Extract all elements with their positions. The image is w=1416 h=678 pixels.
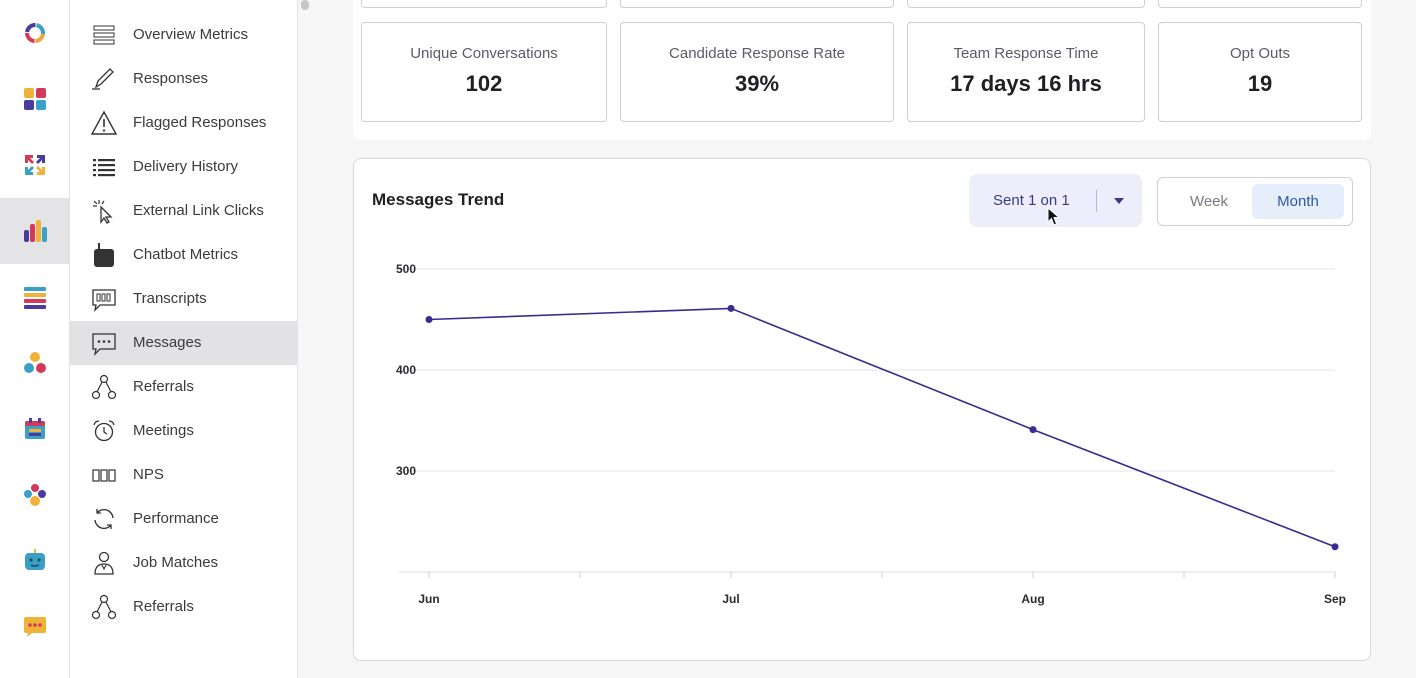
period-toggle: Week Month <box>1157 177 1353 226</box>
sidebar-item-transcripts[interactable]: Transcripts <box>70 277 297 321</box>
pencil-icon <box>90 66 118 92</box>
sidebar-item-meetings[interactable]: Meetings <box>70 409 297 453</box>
alarm-clock-icon <box>90 418 118 444</box>
stat-card-top-1 <box>361 0 607 8</box>
x-tick-label: Aug <box>1021 592 1044 606</box>
message-type-dropdown[interactable]: Sent 1 on 1 <box>969 174 1142 227</box>
y-tick-label: 300 <box>396 464 416 478</box>
arrows-shuffle-icon[interactable] <box>0 132 69 198</box>
stat-card-opt-outs: Opt Outs 19 <box>1158 22 1362 122</box>
analytics-sidebar: Overview Metrics Responses Flagged Respo… <box>70 0 298 678</box>
sidebar-item-delivery-history[interactable]: Delivery History <box>70 145 297 189</box>
stat-value: 19 <box>1247 71 1273 96</box>
x-tick-label: Jul <box>722 592 739 606</box>
person-icon <box>90 550 118 576</box>
sidebar-item-label: Performance <box>133 510 219 527</box>
stat-label: Team Response Time <box>953 45 1099 62</box>
referral-network-icon <box>90 374 118 400</box>
chevron-down-icon[interactable] <box>1112 196 1126 206</box>
dashboard-tiles-icon[interactable] <box>0 66 69 132</box>
stat-card-top-3 <box>907 0 1145 8</box>
dropdown-value: Sent 1 on 1 <box>993 192 1070 209</box>
y-tick-label: 500 <box>396 262 416 276</box>
list-stack-icon[interactable] <box>0 264 69 330</box>
sidebar-item-referrals-2[interactable]: Referrals <box>70 585 297 629</box>
sidebar-item-label: Job Matches <box>133 554 219 571</box>
team-people-icon[interactable] <box>0 462 69 528</box>
data-point <box>1331 543 1339 551</box>
sidebar-item-label: Messages <box>133 334 202 351</box>
sidebar-item-label: Referrals <box>133 598 194 615</box>
y-tick-label: 400 <box>396 363 416 377</box>
sidebar-item-label: Overview Metrics <box>133 26 249 43</box>
sidebar-item-label: Transcripts <box>133 290 207 307</box>
pointer-click-icon <box>90 198 118 224</box>
toggle-month-button[interactable]: Month <box>1252 184 1344 219</box>
sidebar-item-nps[interactable]: NPS <box>70 453 297 497</box>
stat-value: 102 <box>465 71 503 96</box>
data-point <box>425 316 433 323</box>
sidebar-item-label: Delivery History <box>133 158 239 175</box>
messages-trend-chart: 500 400 300 Jun Jul Aug Sep <box>396 262 1346 606</box>
sidebar-item-external-link-clicks[interactable]: External Link Clicks <box>70 189 297 233</box>
transcript-icon <box>90 286 118 312</box>
sidebar-item-messages[interactable]: Messages <box>70 321 297 365</box>
sidebar-item-label: External Link Clicks <box>133 202 264 219</box>
stat-value: 17 days 16 hrs <box>950 71 1102 96</box>
sidebar-item-chatbot-metrics[interactable]: Chatbot Metrics <box>70 233 297 277</box>
sidebar-item-label: Referrals <box>133 378 194 395</box>
referral-network-icon <box>90 594 118 620</box>
sidebar-item-flagged-responses[interactable]: Flagged Responses <box>70 101 297 145</box>
nps-boxes-icon <box>90 462 118 488</box>
chatbot-face-icon[interactable] <box>0 528 69 594</box>
stat-label: Opt Outs <box>1229 45 1291 62</box>
sidebar-item-label: Responses <box>133 70 209 87</box>
sidebar-item-job-matches[interactable]: Job Matches <box>70 541 297 585</box>
sidebar-item-referrals[interactable]: Referrals <box>70 365 297 409</box>
series-line <box>428 307 1336 548</box>
home-logo-icon[interactable] <box>0 0 69 66</box>
calendar-icon[interactable] <box>0 396 69 462</box>
sidebar-item-responses[interactable]: Responses <box>70 57 297 101</box>
stat-value: 39% <box>734 71 780 96</box>
sidebar-scrollbar[interactable] <box>301 0 309 10</box>
stat-label: Unique Conversations <box>410 45 558 62</box>
stat-label: Candidate Response Rate <box>669 45 845 62</box>
refresh-icon <box>90 506 118 532</box>
sidebar-item-label: NPS <box>133 466 164 483</box>
mouse-cursor-icon <box>1047 207 1061 226</box>
x-tick-label: Jun <box>418 592 439 606</box>
dropdown-divider <box>1096 190 1097 212</box>
stat-card-top-2 <box>620 0 894 8</box>
x-tick-label: Sep <box>1324 592 1346 606</box>
data-point <box>1029 426 1037 434</box>
overview-icon <box>90 22 118 48</box>
analytics-bar-icon[interactable] <box>0 198 69 264</box>
list-icon <box>90 154 118 180</box>
people-circles-icon[interactable] <box>0 330 69 396</box>
warning-icon <box>90 110 118 136</box>
sidebar-item-overview-metrics[interactable]: Overview Metrics <box>70 13 297 57</box>
stat-card-team-response-time: Team Response Time 17 days 16 hrs <box>907 22 1145 122</box>
stat-card-unique-conversations: Unique Conversations 102 <box>361 22 607 122</box>
chat-bubble-icon[interactable] <box>0 594 69 660</box>
chart-title: Messages Trend <box>372 190 505 209</box>
stat-card-candidate-response-rate: Candidate Response Rate 39% <box>620 22 894 122</box>
chatbot-icon <box>90 242 118 268</box>
sidebar-item-performance[interactable]: Performance <box>70 497 297 541</box>
sidebar-item-label: Meetings <box>133 422 194 439</box>
messages-trend-card: 500 400 300 Jun Jul Aug Sep Messages Trend Sen… <box>353 158 1371 661</box>
app-rail <box>0 0 70 678</box>
data-point <box>727 304 735 312</box>
sidebar-item-label: Chatbot Metrics <box>133 246 239 263</box>
sidebar-item-label: Flagged Responses <box>133 114 267 131</box>
toggle-week-button[interactable]: Week <box>1189 193 1229 210</box>
stat-card-top-4 <box>1158 0 1362 8</box>
message-icon <box>90 330 118 356</box>
